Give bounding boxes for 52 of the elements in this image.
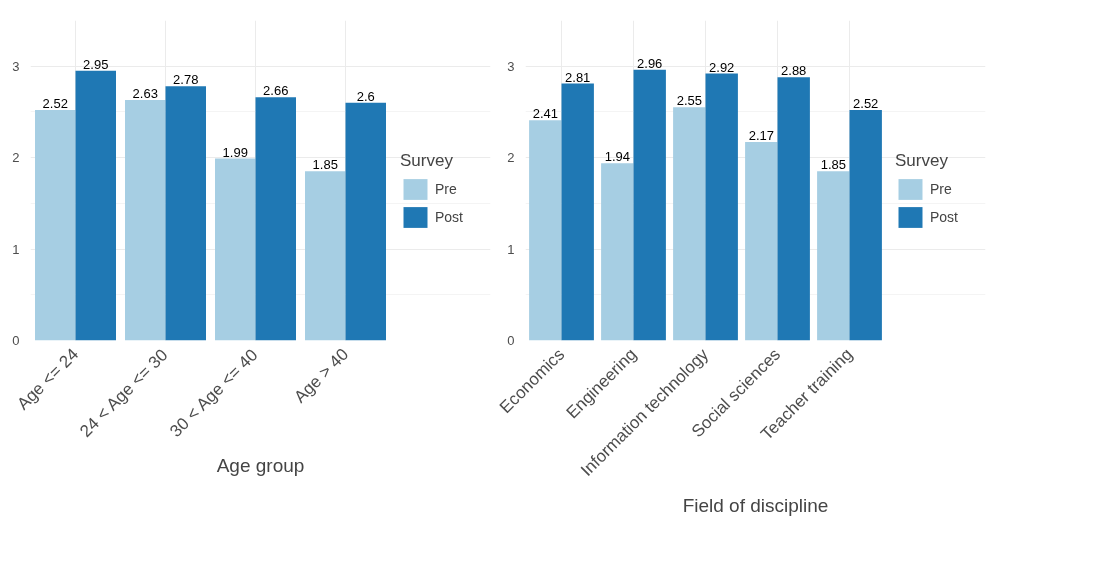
- bar: [633, 69, 666, 341]
- y-tick-label: 3: [12, 58, 20, 74]
- data-label: 1.99: [222, 144, 248, 160]
- y-tick-label: 1: [507, 241, 515, 257]
- data-label: 1.85: [820, 157, 846, 173]
- data-label: 2.6: [356, 88, 375, 104]
- data-label: 2.92: [709, 59, 735, 75]
- bar: [777, 77, 810, 341]
- x-tick-label: 30 < Age <= 40: [166, 345, 262, 441]
- legend-label: Post: [435, 209, 464, 225]
- legend-label: Pre: [435, 181, 457, 197]
- bar: [345, 102, 386, 341]
- bar: [673, 107, 706, 341]
- legend-label: Post: [930, 209, 959, 225]
- bar: [35, 110, 76, 341]
- data-label: 2.96: [637, 55, 663, 71]
- bar: [745, 142, 778, 341]
- data-label: 1.94: [604, 149, 630, 165]
- legend-title: Survey: [400, 151, 454, 171]
- legend-label: Pre: [930, 181, 952, 197]
- data-label: 2.17: [748, 128, 774, 144]
- y-tick-label: 3: [507, 58, 515, 74]
- bar: [165, 86, 206, 341]
- bar: [255, 97, 296, 341]
- x-axis-title: Age group: [216, 455, 305, 477]
- data-label: 2.52: [853, 96, 879, 112]
- y-tick-label: 2: [507, 150, 515, 166]
- data-label: 2.55: [676, 93, 702, 109]
- data-label: 2.66: [263, 83, 289, 99]
- legend-title: Survey: [895, 151, 949, 171]
- data-label: 2.52: [42, 96, 68, 112]
- bar: [529, 120, 562, 341]
- data-label: 2.95: [83, 56, 109, 72]
- x-axis-title: Field of discipline: [682, 494, 829, 516]
- y-tick-label: 1: [12, 241, 20, 257]
- bar: [561, 83, 594, 341]
- data-label: 2.78: [173, 72, 199, 88]
- bar: [849, 110, 882, 341]
- bar: [305, 171, 346, 341]
- y-tick-label: 2: [12, 150, 20, 166]
- data-label: 1.85: [312, 157, 338, 173]
- x-tick-label: Age > 40: [290, 344, 353, 407]
- bar: [75, 70, 116, 341]
- bar: [817, 171, 850, 341]
- y-tick-label: 0: [507, 333, 515, 348]
- bar: [215, 158, 256, 341]
- data-label: 2.63: [132, 86, 158, 102]
- data-label: 2.81: [565, 69, 591, 85]
- data-label: 2.88: [781, 63, 807, 79]
- data-label: 2.41: [532, 106, 558, 122]
- bar: [705, 73, 738, 341]
- bar: [125, 100, 166, 341]
